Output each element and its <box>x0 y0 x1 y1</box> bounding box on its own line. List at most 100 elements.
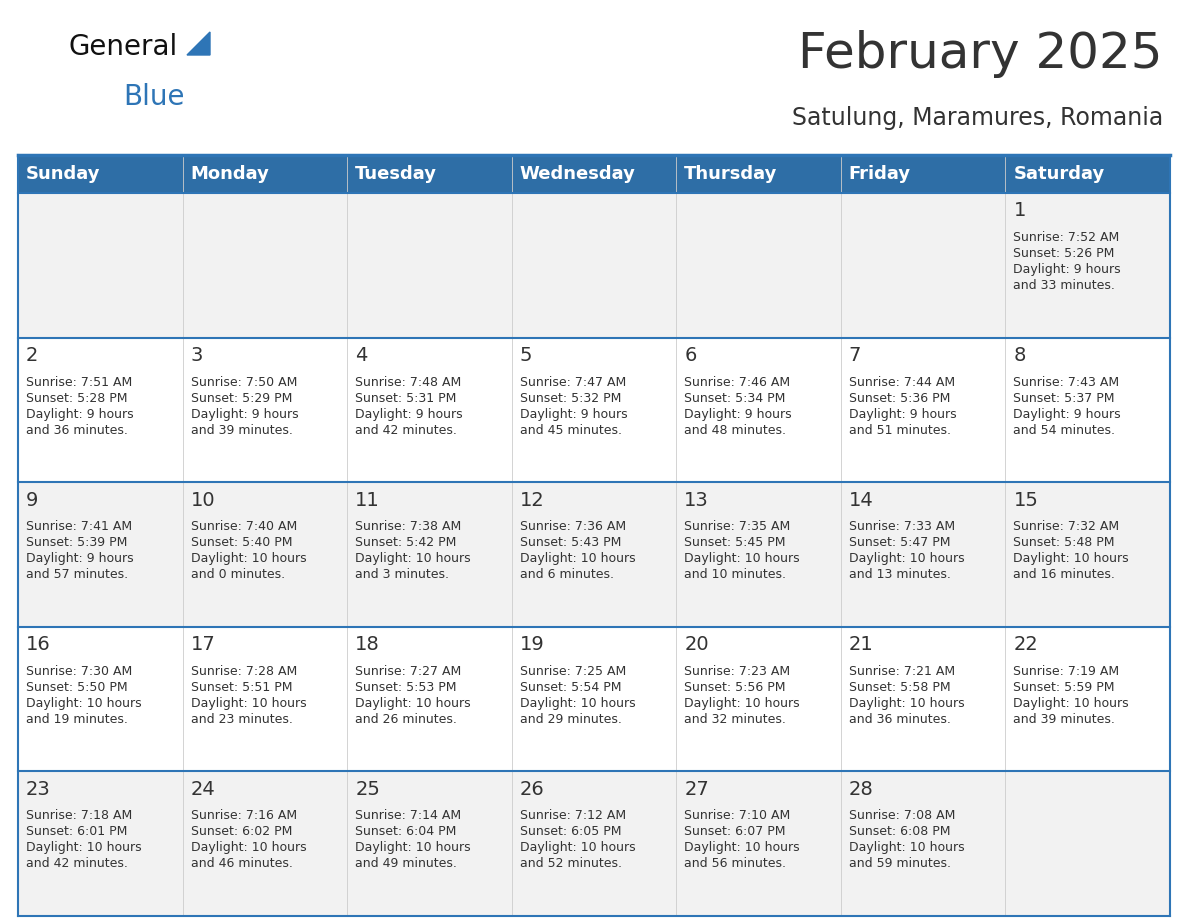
Text: Sunday: Sunday <box>26 165 101 183</box>
Text: Daylight: 10 hours: Daylight: 10 hours <box>519 842 636 855</box>
Text: and 19 minutes.: and 19 minutes. <box>26 712 128 726</box>
Text: Sunset: 5:53 PM: Sunset: 5:53 PM <box>355 681 456 694</box>
Text: and 33 minutes.: and 33 minutes. <box>1013 279 1116 292</box>
Text: 20: 20 <box>684 635 709 655</box>
Text: and 6 minutes.: and 6 minutes. <box>519 568 614 581</box>
Text: Sunset: 5:56 PM: Sunset: 5:56 PM <box>684 681 785 694</box>
Text: General: General <box>68 33 177 61</box>
Text: Sunrise: 7:32 AM: Sunrise: 7:32 AM <box>1013 521 1119 533</box>
Text: Sunrise: 7:44 AM: Sunrise: 7:44 AM <box>849 375 955 388</box>
Text: Daylight: 10 hours: Daylight: 10 hours <box>355 697 470 710</box>
Text: Sunset: 5:42 PM: Sunset: 5:42 PM <box>355 536 456 549</box>
Text: Daylight: 9 hours: Daylight: 9 hours <box>1013 263 1121 276</box>
Text: Thursday: Thursday <box>684 165 778 183</box>
Text: Daylight: 9 hours: Daylight: 9 hours <box>355 408 463 420</box>
Text: 27: 27 <box>684 780 709 799</box>
Text: Daylight: 10 hours: Daylight: 10 hours <box>355 842 470 855</box>
Text: 23: 23 <box>26 780 51 799</box>
Text: 10: 10 <box>190 491 215 509</box>
Text: and 29 minutes.: and 29 minutes. <box>519 712 621 726</box>
Text: Sunrise: 7:46 AM: Sunrise: 7:46 AM <box>684 375 790 388</box>
Text: Daylight: 10 hours: Daylight: 10 hours <box>849 842 965 855</box>
Bar <box>18 338 1170 482</box>
Text: Sunset: 5:37 PM: Sunset: 5:37 PM <box>1013 392 1114 405</box>
Text: Sunset: 6:08 PM: Sunset: 6:08 PM <box>849 825 950 838</box>
Text: Daylight: 10 hours: Daylight: 10 hours <box>190 842 307 855</box>
Bar <box>18 155 1170 193</box>
Text: Daylight: 9 hours: Daylight: 9 hours <box>190 408 298 420</box>
Text: Sunrise: 7:51 AM: Sunrise: 7:51 AM <box>26 375 132 388</box>
Text: 22: 22 <box>1013 635 1038 655</box>
Text: and 59 minutes.: and 59 minutes. <box>849 857 950 870</box>
Text: 28: 28 <box>849 780 873 799</box>
Text: Sunrise: 7:16 AM: Sunrise: 7:16 AM <box>190 810 297 823</box>
Text: Satulung, Maramures, Romania: Satulung, Maramures, Romania <box>791 106 1163 130</box>
Text: and 36 minutes.: and 36 minutes. <box>26 423 128 437</box>
Text: 9: 9 <box>26 491 38 509</box>
Text: 4: 4 <box>355 346 367 365</box>
Text: and 42 minutes.: and 42 minutes. <box>355 423 457 437</box>
Text: Sunset: 5:45 PM: Sunset: 5:45 PM <box>684 536 785 549</box>
Text: Sunset: 5:47 PM: Sunset: 5:47 PM <box>849 536 950 549</box>
Text: Sunrise: 7:40 AM: Sunrise: 7:40 AM <box>190 521 297 533</box>
Text: Daylight: 10 hours: Daylight: 10 hours <box>1013 553 1129 565</box>
Text: Daylight: 10 hours: Daylight: 10 hours <box>519 553 636 565</box>
Text: 5: 5 <box>519 346 532 365</box>
Text: and 10 minutes.: and 10 minutes. <box>684 568 786 581</box>
Text: February 2025: February 2025 <box>798 30 1163 78</box>
Text: Daylight: 9 hours: Daylight: 9 hours <box>1013 408 1121 420</box>
Text: Sunrise: 7:48 AM: Sunrise: 7:48 AM <box>355 375 461 388</box>
Text: Sunset: 5:43 PM: Sunset: 5:43 PM <box>519 536 621 549</box>
Text: and 57 minutes.: and 57 minutes. <box>26 568 128 581</box>
Text: and 39 minutes.: and 39 minutes. <box>190 423 292 437</box>
Text: Sunrise: 7:50 AM: Sunrise: 7:50 AM <box>190 375 297 388</box>
Text: Daylight: 10 hours: Daylight: 10 hours <box>190 553 307 565</box>
Text: Sunset: 5:29 PM: Sunset: 5:29 PM <box>190 392 292 405</box>
Text: Sunrise: 7:36 AM: Sunrise: 7:36 AM <box>519 521 626 533</box>
Text: Sunrise: 7:33 AM: Sunrise: 7:33 AM <box>849 521 955 533</box>
Text: Daylight: 9 hours: Daylight: 9 hours <box>26 408 133 420</box>
Text: 12: 12 <box>519 491 544 509</box>
Text: Sunrise: 7:18 AM: Sunrise: 7:18 AM <box>26 810 132 823</box>
Text: and 45 minutes.: and 45 minutes. <box>519 423 621 437</box>
Text: Sunrise: 7:47 AM: Sunrise: 7:47 AM <box>519 375 626 388</box>
Text: and 46 minutes.: and 46 minutes. <box>190 857 292 870</box>
Text: Sunset: 5:58 PM: Sunset: 5:58 PM <box>849 681 950 694</box>
Text: Tuesday: Tuesday <box>355 165 437 183</box>
Text: and 49 minutes.: and 49 minutes. <box>355 857 457 870</box>
Text: Sunset: 6:05 PM: Sunset: 6:05 PM <box>519 825 621 838</box>
Text: 3: 3 <box>190 346 203 365</box>
Text: Daylight: 9 hours: Daylight: 9 hours <box>849 408 956 420</box>
Text: Monday: Monday <box>190 165 270 183</box>
Text: Daylight: 10 hours: Daylight: 10 hours <box>849 553 965 565</box>
Text: Sunrise: 7:10 AM: Sunrise: 7:10 AM <box>684 810 790 823</box>
Text: and 0 minutes.: and 0 minutes. <box>190 568 285 581</box>
Text: 17: 17 <box>190 635 215 655</box>
Text: and 48 minutes.: and 48 minutes. <box>684 423 786 437</box>
Text: Daylight: 10 hours: Daylight: 10 hours <box>355 553 470 565</box>
Text: Daylight: 9 hours: Daylight: 9 hours <box>684 408 792 420</box>
Text: Sunrise: 7:27 AM: Sunrise: 7:27 AM <box>355 665 461 677</box>
Text: Friday: Friday <box>849 165 911 183</box>
Text: 7: 7 <box>849 346 861 365</box>
Text: and 54 minutes.: and 54 minutes. <box>1013 423 1116 437</box>
Text: 26: 26 <box>519 780 544 799</box>
Text: Sunset: 5:26 PM: Sunset: 5:26 PM <box>1013 247 1114 260</box>
Text: and 13 minutes.: and 13 minutes. <box>849 568 950 581</box>
Text: Sunset: 5:32 PM: Sunset: 5:32 PM <box>519 392 621 405</box>
Text: Sunset: 6:04 PM: Sunset: 6:04 PM <box>355 825 456 838</box>
Text: Daylight: 10 hours: Daylight: 10 hours <box>849 697 965 710</box>
Bar <box>18 771 1170 916</box>
Text: and 36 minutes.: and 36 minutes. <box>849 712 950 726</box>
Text: Daylight: 10 hours: Daylight: 10 hours <box>190 697 307 710</box>
Text: Sunset: 5:28 PM: Sunset: 5:28 PM <box>26 392 127 405</box>
Text: Sunset: 5:48 PM: Sunset: 5:48 PM <box>1013 536 1114 549</box>
Text: 24: 24 <box>190 780 215 799</box>
Text: Sunset: 5:31 PM: Sunset: 5:31 PM <box>355 392 456 405</box>
Text: Daylight: 10 hours: Daylight: 10 hours <box>684 553 800 565</box>
Text: 1: 1 <box>1013 201 1025 220</box>
Text: Daylight: 10 hours: Daylight: 10 hours <box>684 697 800 710</box>
Text: Sunset: 6:07 PM: Sunset: 6:07 PM <box>684 825 785 838</box>
Text: Sunset: 5:50 PM: Sunset: 5:50 PM <box>26 681 127 694</box>
Text: Sunrise: 7:41 AM: Sunrise: 7:41 AM <box>26 521 132 533</box>
